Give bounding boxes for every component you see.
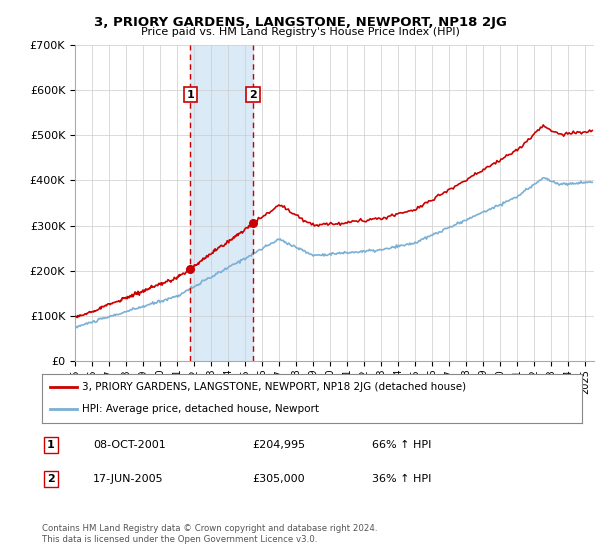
Text: 3, PRIORY GARDENS, LANGSTONE, NEWPORT, NP18 2JG (detached house): 3, PRIORY GARDENS, LANGSTONE, NEWPORT, N… [83,382,467,392]
Text: 1: 1 [47,440,55,450]
Text: Contains HM Land Registry data © Crown copyright and database right 2024.: Contains HM Land Registry data © Crown c… [42,524,377,533]
Text: This data is licensed under the Open Government Licence v3.0.: This data is licensed under the Open Gov… [42,535,317,544]
Text: Price paid vs. HM Land Registry's House Price Index (HPI): Price paid vs. HM Land Registry's House … [140,27,460,37]
Text: £204,995: £204,995 [252,440,305,450]
Text: 3, PRIORY GARDENS, LANGSTONE, NEWPORT, NP18 2JG: 3, PRIORY GARDENS, LANGSTONE, NEWPORT, N… [94,16,506,29]
Text: 2: 2 [47,474,55,484]
Text: 08-OCT-2001: 08-OCT-2001 [93,440,166,450]
Text: 17-JUN-2005: 17-JUN-2005 [93,474,164,484]
Text: 36% ↑ HPI: 36% ↑ HPI [372,474,431,484]
Text: £305,000: £305,000 [252,474,305,484]
Bar [190,45,253,361]
Text: 2: 2 [249,90,257,100]
Text: 66% ↑ HPI: 66% ↑ HPI [372,440,431,450]
Text: 1: 1 [187,90,194,100]
Text: HPI: Average price, detached house, Newport: HPI: Average price, detached house, Newp… [83,404,320,414]
